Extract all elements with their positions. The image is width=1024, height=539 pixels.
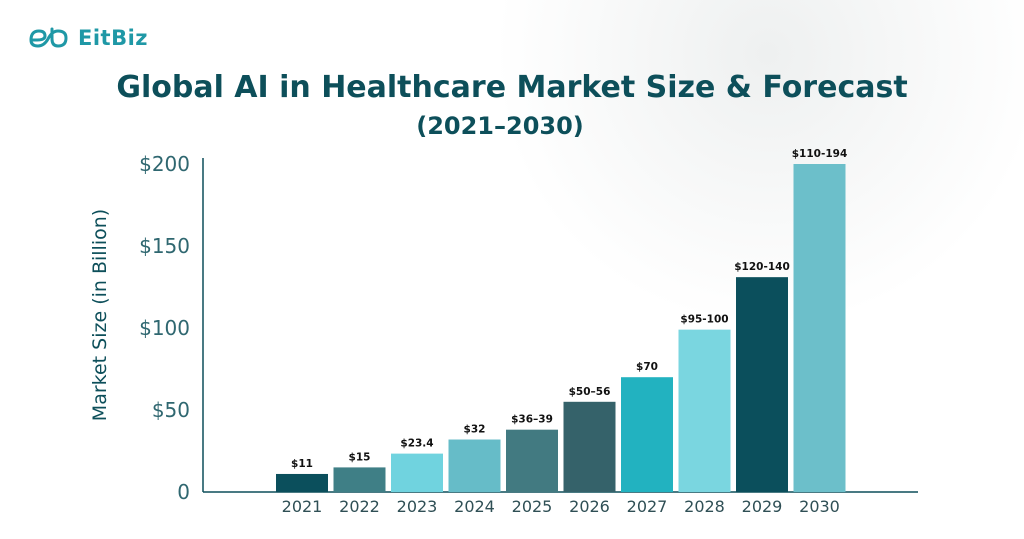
x-tick-label: 2025 (512, 497, 553, 516)
bar-2024 (448, 439, 501, 492)
brand-logo: EitBiz (28, 26, 148, 50)
brand-name: EitBiz (78, 26, 149, 50)
bar-2021 (276, 473, 328, 492)
data-label-2026: $50–56 (569, 386, 611, 398)
data-label-2029: $120-140 (734, 261, 790, 273)
data-label-2030: $110-194 (792, 148, 848, 160)
x-tick-label: 2029 (742, 497, 783, 516)
x-tick-label: 2021 (282, 497, 323, 516)
data-label-2028: $95-100 (680, 314, 728, 326)
x-tick-label: 2022 (339, 497, 380, 516)
bar-2022 (333, 467, 386, 492)
bar-2023 (391, 453, 443, 492)
x-tick-label: 2028 (684, 497, 725, 516)
bar-2029 (736, 277, 788, 492)
bar-2025 (506, 429, 558, 492)
bar-2030 (793, 164, 846, 492)
x-tick-label: 2024 (454, 497, 495, 516)
data-label-2021: $11 (291, 458, 313, 470)
data-label-2022: $15 (349, 451, 371, 463)
y-tick-label: $100 (139, 316, 190, 340)
eitbiz-logo-icon (29, 27, 68, 48)
bar-2026 (563, 401, 616, 492)
y-tick-label: $50 (152, 398, 190, 422)
data-label-2027: $70 (636, 361, 658, 373)
data-label-2025: $36–39 (511, 414, 553, 426)
y-tick-label: 0 (177, 480, 190, 504)
y-tick-label: $200 (139, 152, 190, 176)
x-tick-label: 2026 (569, 497, 610, 516)
data-label-2023: $23.4 (400, 438, 433, 450)
bar-2028 (678, 329, 731, 492)
chart-subtitle: (2021–2030) (416, 112, 584, 140)
x-tick-label: 2030 (799, 497, 840, 516)
x-tick-label: 2023 (397, 497, 438, 516)
data-label-2024: $32 (464, 424, 486, 436)
y-tick-label: $150 (139, 234, 190, 258)
bar-2027 (621, 377, 673, 492)
x-tick-label: 2027 (627, 497, 668, 516)
chart-title: Global AI in Healthcare Market Size & Fo… (116, 70, 908, 105)
